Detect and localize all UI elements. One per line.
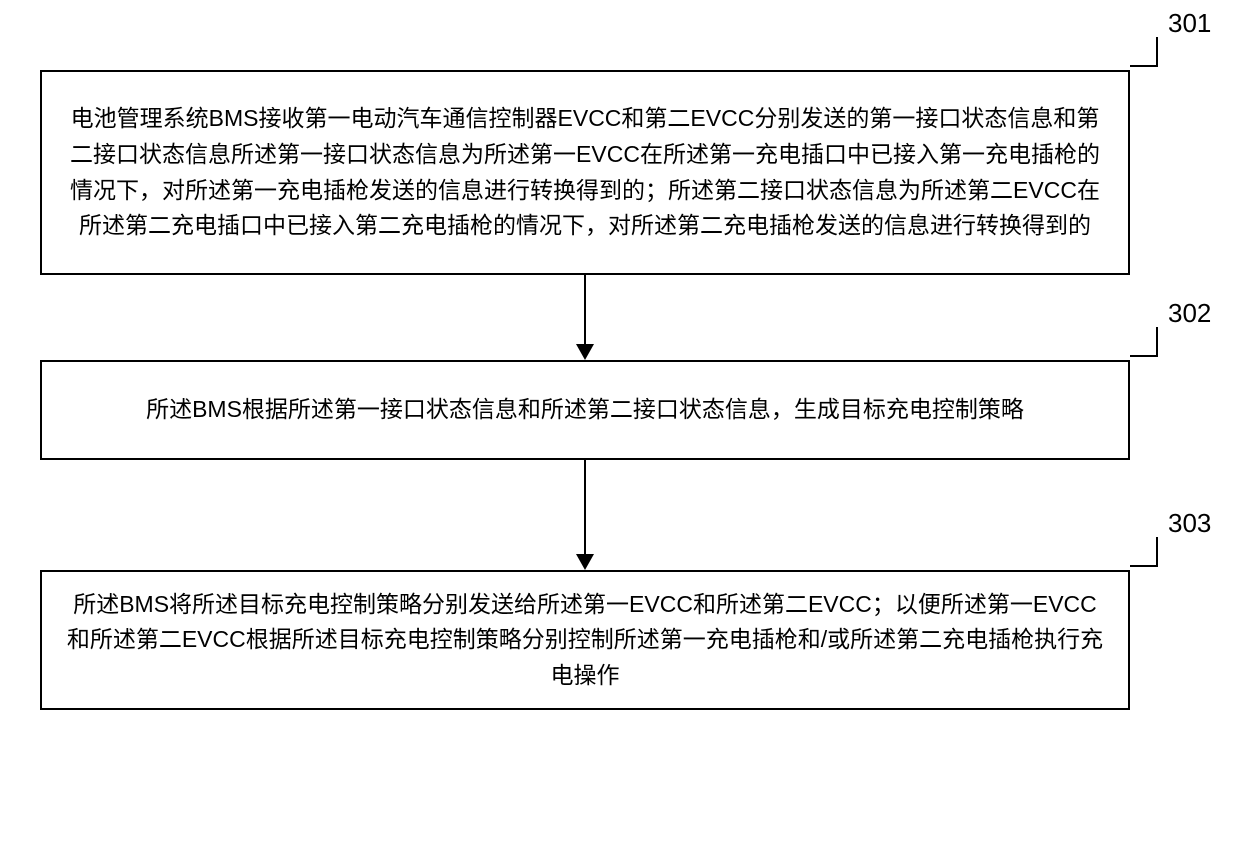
step-label-303: 303 (1168, 508, 1211, 539)
step-box-301: 电池管理系统BMS接收第一电动汽车通信控制器EVCC和第二EVCC分别发送的第一… (40, 70, 1130, 275)
step-label-301: 301 (1168, 8, 1211, 39)
leader-line (1156, 537, 1158, 565)
step-text-303: 所述BMS将所述目标充电控制策略分别发送给所述第一EVCC和所述第二EVCC；以… (62, 587, 1108, 694)
step-box-303: 所述BMS将所述目标充电控制策略分别发送给所述第一EVCC和所述第二EVCC；以… (40, 570, 1130, 710)
leader-line (1156, 37, 1158, 65)
leader-line (1130, 565, 1158, 567)
flowchart-container: 301 电池管理系统BMS接收第一电动汽车通信控制器EVCC和第二EVCC分别发… (0, 0, 1240, 844)
step-box-302: 所述BMS根据所述第一接口状态信息和所述第二接口状态信息，生成目标充电控制策略 (40, 360, 1130, 460)
leader-line (1130, 355, 1158, 357)
leader-line (1130, 65, 1158, 67)
leader-line (1156, 327, 1158, 355)
arrow-head-icon (576, 554, 594, 570)
arrow-line (584, 275, 586, 345)
step-label-302: 302 (1168, 298, 1211, 329)
arrow-line (584, 460, 586, 555)
step-text-301: 电池管理系统BMS接收第一电动汽车通信控制器EVCC和第二EVCC分别发送的第一… (62, 101, 1108, 244)
arrow-head-icon (576, 344, 594, 360)
step-text-302: 所述BMS根据所述第一接口状态信息和所述第二接口状态信息，生成目标充电控制策略 (146, 392, 1024, 428)
